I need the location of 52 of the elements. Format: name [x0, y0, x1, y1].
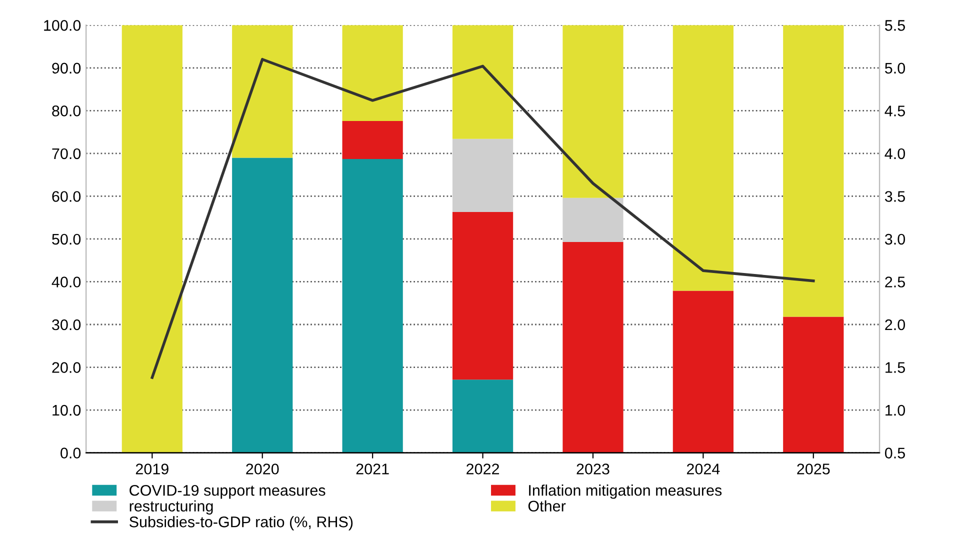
- bar: [783, 25, 844, 317]
- y2-tick-label: 5.0: [884, 62, 906, 74]
- x-tick-label: 2025: [797, 464, 830, 474]
- bar: [232, 158, 293, 453]
- line-series: [150, 58, 815, 379]
- y2-tick-label: 2.0: [885, 319, 906, 330]
- x-tick-label: 2019: [136, 464, 168, 474]
- bar: [342, 25, 403, 121]
- bar: [232, 25, 293, 158]
- legend-label: restructuring: [130, 500, 213, 515]
- bar: [562, 25, 624, 198]
- bar: [342, 159, 403, 453]
- x-tick-label: 2022: [466, 464, 500, 474]
- y-tick-label: 0.0: [60, 448, 81, 458]
- y-tick-label: 60.0: [52, 191, 81, 202]
- y-tick-label: 20.0: [52, 362, 81, 373]
- legend-label: Other: [528, 500, 566, 512]
- y2-tick-label: 1.5: [886, 362, 905, 373]
- y-tick-label: 90.0: [52, 62, 81, 74]
- bar: [783, 316, 844, 453]
- y2-tick-label: 4.5: [884, 106, 905, 116]
- y2-tick-label: 1.0: [886, 404, 906, 416]
- y2-tick-label: 4.0: [884, 148, 906, 160]
- bar: [672, 290, 734, 453]
- y-tick-label: 70.0: [52, 148, 81, 160]
- bar: [672, 25, 734, 291]
- y2-tick-label: 3.5: [884, 191, 905, 202]
- bar: [342, 120, 403, 160]
- x-tick-label: 2024: [686, 464, 720, 474]
- bar: [452, 25, 514, 139]
- bar: [452, 138, 514, 212]
- y-tick-label: 10.0: [52, 404, 81, 416]
- y-tick-label: 30.0: [52, 319, 81, 330]
- bar: [562, 242, 624, 453]
- legend-label: Inflation mitigation measures: [529, 484, 722, 499]
- y-tick-label: 50.0: [52, 234, 81, 245]
- x-tick-label: 2023: [576, 464, 610, 474]
- bar: [562, 198, 624, 242]
- bar: [452, 380, 514, 453]
- bar: [452, 212, 514, 380]
- y2-tick-label: 2.5: [885, 276, 905, 288]
- x-tick-label: 2021: [356, 464, 389, 474]
- y-tick-label: 100.0: [44, 20, 81, 31]
- y2-tick-label: 5.5: [884, 20, 905, 31]
- y-tick-label: 40.0: [52, 276, 81, 288]
- y2-tick-label: 0.5: [884, 448, 905, 458]
- y-tick-label: 80.0: [52, 106, 81, 116]
- legend-label: COVID-19 support measures: [130, 484, 326, 499]
- bar: [122, 25, 182, 453]
- y2-tick-label: 3.0: [884, 234, 906, 245]
- legend-label: Subsidies-to-GDP ratio (%, RHS): [130, 516, 353, 530]
- x-tick-label: 2020: [246, 464, 279, 474]
